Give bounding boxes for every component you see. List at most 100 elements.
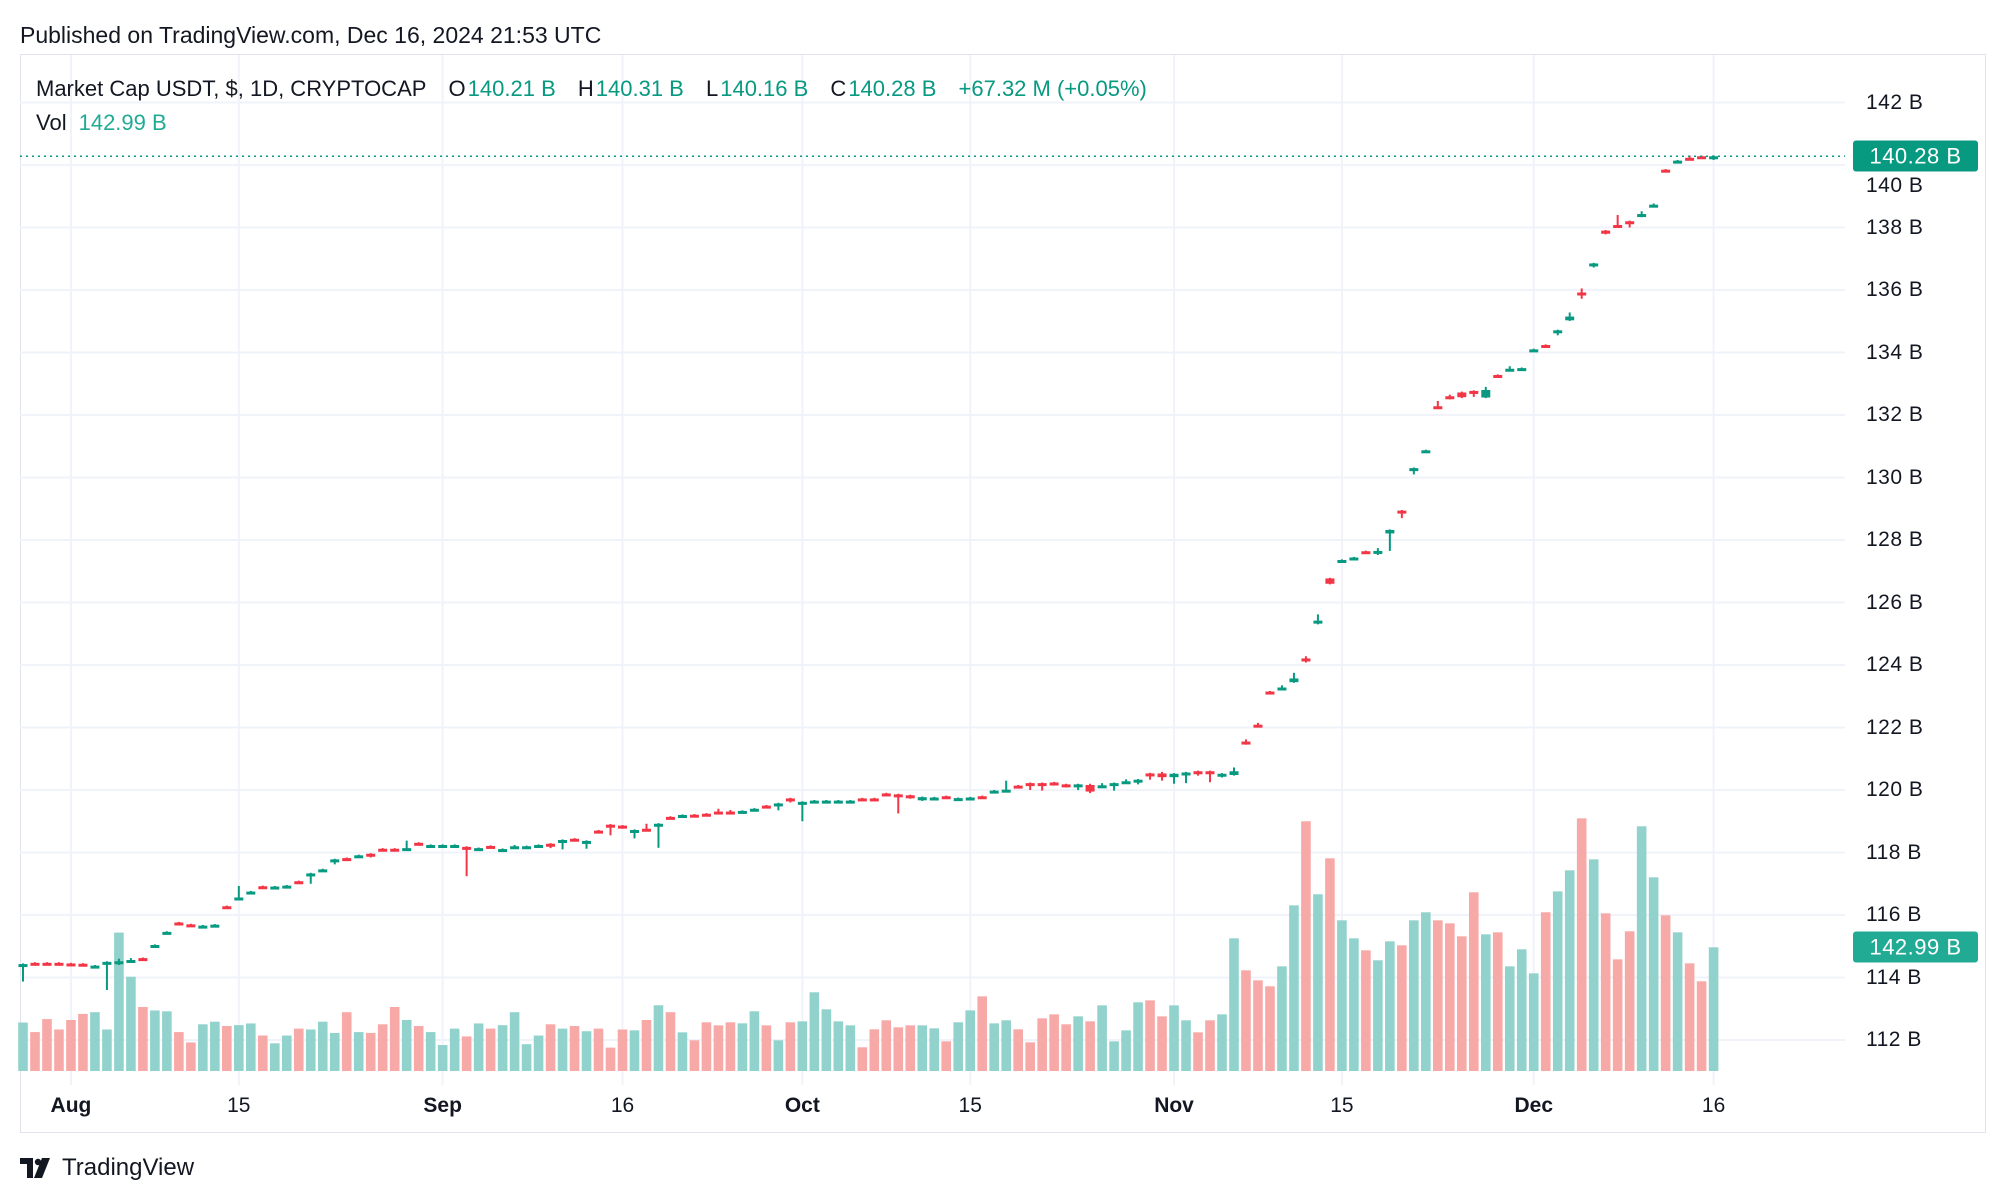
candle-body bbox=[450, 845, 460, 848]
candle bbox=[1097, 783, 1107, 789]
time-tick-label: Aug bbox=[50, 1094, 92, 1117]
candle bbox=[1457, 391, 1467, 399]
volume-bar bbox=[1337, 920, 1347, 1071]
candle-body bbox=[989, 790, 999, 794]
price-tick-label: 130 B bbox=[1866, 465, 1924, 489]
candle-body bbox=[1025, 783, 1035, 787]
candle bbox=[1409, 467, 1419, 475]
candle bbox=[809, 800, 819, 804]
candle-body bbox=[941, 796, 951, 800]
candle-body bbox=[1493, 375, 1503, 378]
candle-body bbox=[18, 964, 28, 968]
candle-body bbox=[54, 962, 64, 966]
candle bbox=[1385, 529, 1395, 551]
candle bbox=[1241, 739, 1251, 745]
candle bbox=[18, 963, 28, 982]
candle-body bbox=[1685, 157, 1695, 161]
candle-body bbox=[1313, 620, 1323, 624]
candle bbox=[1313, 614, 1323, 625]
candle bbox=[797, 801, 807, 822]
candle bbox=[1481, 386, 1491, 399]
volume-bar bbox=[78, 1013, 88, 1071]
volume-bar bbox=[1600, 913, 1611, 1071]
volume-bar bbox=[989, 1023, 999, 1071]
candle bbox=[1565, 312, 1575, 321]
candle bbox=[30, 962, 40, 966]
volume-label: Vol bbox=[36, 110, 67, 135]
candle-body bbox=[258, 886, 268, 890]
volume-bar bbox=[1672, 932, 1683, 1071]
candle bbox=[749, 808, 759, 812]
candle-body bbox=[246, 891, 256, 895]
candle-body bbox=[318, 869, 328, 873]
candle bbox=[1601, 230, 1611, 235]
volume-bar bbox=[977, 996, 987, 1071]
volume-bar bbox=[1301, 821, 1311, 1071]
volume-bar bbox=[785, 1022, 796, 1071]
candle bbox=[282, 885, 292, 889]
candle bbox=[1637, 211, 1647, 218]
candle-body bbox=[689, 814, 699, 818]
candle bbox=[1505, 366, 1515, 372]
candle-body bbox=[366, 853, 376, 857]
candle bbox=[1013, 785, 1023, 789]
volume-bar bbox=[1361, 950, 1371, 1071]
volume-legend: Vol 142.99 B bbox=[36, 110, 167, 136]
candle-body bbox=[1157, 773, 1167, 778]
candle bbox=[1001, 780, 1011, 793]
candle-body bbox=[677, 815, 687, 818]
candle-body bbox=[186, 924, 196, 928]
volume-bar bbox=[1085, 1021, 1095, 1071]
volume-bar bbox=[1169, 1005, 1179, 1071]
time-tick-label: 15 bbox=[227, 1094, 251, 1117]
volume-bar bbox=[725, 1022, 736, 1071]
brand-name: TradingView bbox=[62, 1154, 195, 1181]
candle-body bbox=[1505, 368, 1515, 372]
candle bbox=[1265, 690, 1275, 695]
candle-body bbox=[330, 859, 340, 863]
candle-body bbox=[618, 825, 627, 829]
candle-body bbox=[306, 873, 316, 877]
volume-bar bbox=[1013, 1029, 1023, 1071]
volume-bar bbox=[1708, 947, 1719, 1071]
candle-body bbox=[1373, 550, 1383, 554]
high-value: 140.31 B bbox=[595, 76, 684, 101]
candle bbox=[342, 857, 352, 862]
candle bbox=[474, 847, 484, 852]
candle-body bbox=[1457, 392, 1467, 398]
volume-bar bbox=[905, 1025, 916, 1071]
volume-bar bbox=[773, 1040, 784, 1071]
volume-bar bbox=[210, 1021, 220, 1071]
candle bbox=[414, 842, 424, 846]
candle-body bbox=[426, 845, 436, 848]
candle-body bbox=[977, 796, 987, 800]
candle-body bbox=[1361, 551, 1371, 555]
candle bbox=[641, 823, 651, 832]
volume-bar bbox=[198, 1024, 208, 1071]
candle-body bbox=[210, 924, 220, 928]
volume-bar bbox=[629, 1030, 640, 1071]
chart-frame bbox=[20, 54, 1986, 1133]
volume-bar bbox=[1684, 963, 1695, 1071]
volume-bar bbox=[1241, 970, 1251, 1071]
candle bbox=[294, 880, 304, 885]
candle bbox=[510, 845, 520, 850]
candle bbox=[1229, 767, 1239, 776]
open-value: 140.21 B bbox=[467, 76, 556, 101]
candle bbox=[1145, 772, 1155, 780]
candle-body bbox=[1001, 789, 1011, 793]
candle bbox=[773, 802, 783, 811]
candle-body bbox=[474, 848, 484, 852]
candle bbox=[1133, 779, 1143, 785]
volume-bar bbox=[593, 1028, 604, 1071]
candle bbox=[174, 921, 184, 926]
candle bbox=[594, 830, 604, 834]
candle-body bbox=[1241, 741, 1251, 745]
price-tick-label: 118 B bbox=[1866, 840, 1922, 864]
volume-bar bbox=[497, 1025, 508, 1071]
volume-bar bbox=[881, 1020, 892, 1071]
candle bbox=[66, 962, 76, 967]
candle bbox=[1589, 262, 1599, 268]
volume-bar bbox=[90, 1012, 100, 1071]
